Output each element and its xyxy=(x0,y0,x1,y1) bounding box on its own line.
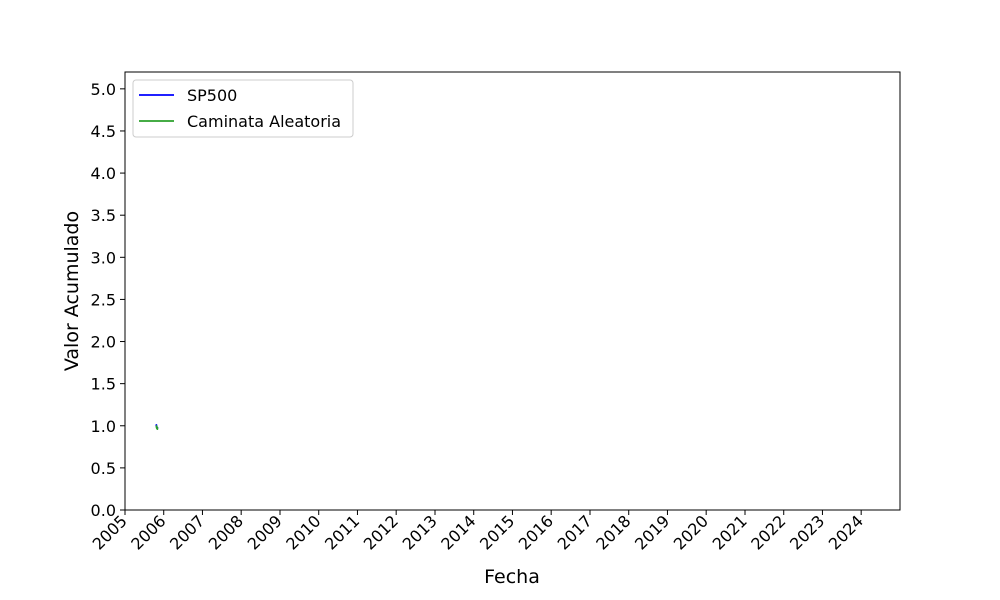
x-tick-label: 2020 xyxy=(670,511,712,553)
x-axis-label: Fecha xyxy=(484,566,540,588)
x-tick-label: 2011 xyxy=(321,511,363,553)
x-tick-label: 2017 xyxy=(554,511,596,553)
x-tick-label: 2022 xyxy=(747,511,789,553)
x-tick-label: 2023 xyxy=(786,511,828,553)
y-axis: 0.0 0.5 1.0 1.5 2.0 2.5 3.0 3.5 4.0 4.5 5.0 xyxy=(91,80,125,520)
x-tick-label: 2006 xyxy=(127,511,169,553)
plot-area xyxy=(124,71,901,511)
legend: SP500 Caminata Aleatoria xyxy=(132,79,354,138)
y-tick-label: 4.0 xyxy=(91,164,116,183)
y-tick-label: 3.5 xyxy=(91,206,116,225)
legend-label-sp500: SP500 xyxy=(187,86,237,105)
x-tick-label: 2019 xyxy=(631,511,673,553)
x-tick-label: 2009 xyxy=(244,511,286,553)
x-tick-label: 2010 xyxy=(282,511,324,553)
x-tick-label: 2007 xyxy=(166,511,208,553)
y-tick-label: 5.0 xyxy=(91,80,116,99)
y-tick-label: 1.0 xyxy=(91,417,116,436)
x-tick-label: 2008 xyxy=(205,511,247,553)
series-layer xyxy=(155,424,159,431)
y-tick-label: 0.0 xyxy=(91,501,116,520)
x-tick-label: 2014 xyxy=(437,511,479,553)
y-tick-label: 0.5 xyxy=(91,459,116,478)
x-tick-label: 2024 xyxy=(825,511,867,553)
legend-label-caminata-aleatoria: Caminata Aleatoria xyxy=(187,112,341,131)
y-tick-label: 3.0 xyxy=(91,248,116,267)
x-tick-label: 2016 xyxy=(515,511,557,553)
series-line-caminata-aleatoria xyxy=(155,424,159,431)
legend-frame xyxy=(132,79,354,138)
x-tick-label: 2013 xyxy=(399,511,441,553)
y-tick-label: 2.0 xyxy=(91,333,116,352)
y-tick-label: 1.5 xyxy=(91,375,116,394)
x-tick-label: 2021 xyxy=(709,511,751,553)
x-tick-label: 2015 xyxy=(476,511,518,553)
y-tick-label: 4.5 xyxy=(91,122,116,141)
y-axis-label: Valor Acumulado xyxy=(61,211,83,371)
x-tick-label: 2018 xyxy=(592,511,634,553)
x-tick-label: 2012 xyxy=(360,511,402,553)
y-tick-label: 2.5 xyxy=(91,290,116,309)
x-axis: 2005200620072008200920102011201220132014… xyxy=(89,510,867,554)
